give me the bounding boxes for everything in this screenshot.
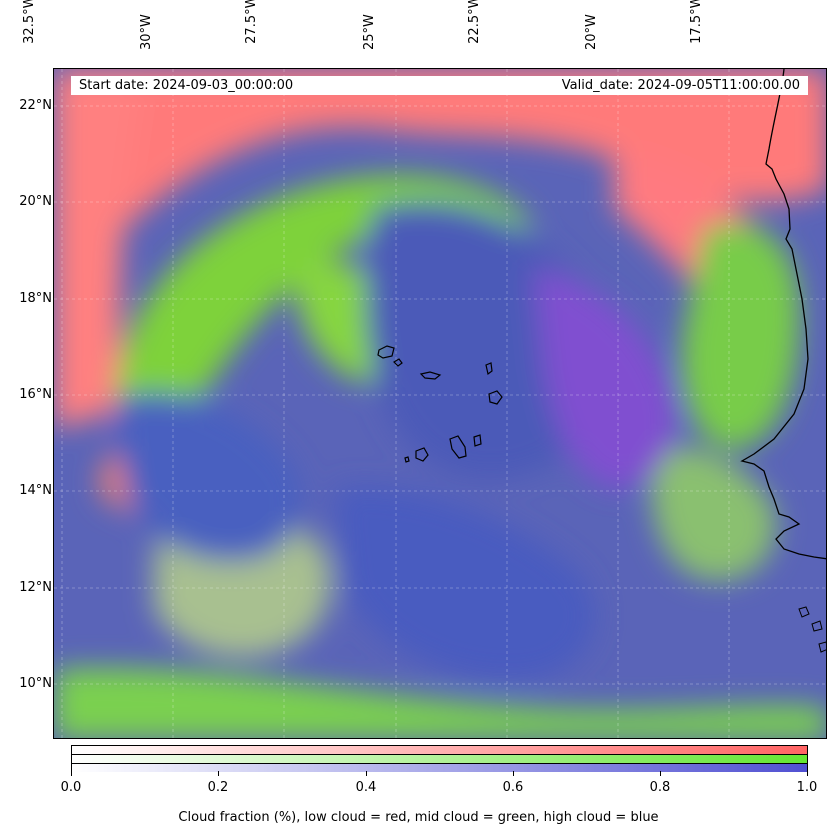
- colorbar-tick: [807, 771, 808, 776]
- colorbar-tick-label: 0.0: [60, 780, 82, 795]
- lon-label: 17.5°W: [688, 0, 704, 44]
- colorbar-tick: [218, 771, 219, 776]
- lat-label: 16°N: [19, 387, 52, 402]
- colorbar: [71, 745, 808, 772]
- cape-verde-islands: [377, 345, 503, 463]
- lat-label: 18°N: [19, 291, 52, 306]
- colorbar-high-cloud: [72, 764, 807, 772]
- low-cloud-region-north: [54, 69, 826, 299]
- low-cloud-region-west: [54, 69, 144, 429]
- mid-cloud-southeast: [651, 447, 776, 581]
- colorbar-caption: Cloud fraction (%), low cloud = red, mid…: [178, 810, 659, 825]
- high-cloud-southwest: [114, 392, 302, 561]
- lon-label: 20°W: [584, 14, 600, 51]
- colorbar-tick: [71, 771, 72, 776]
- colorbar-tick-label: 0.6: [502, 780, 524, 795]
- island-sao-nicolau: [419, 371, 442, 380]
- african-coastline: [740, 69, 826, 560]
- lat-label: 14°N: [19, 483, 52, 498]
- high-cloud-core: [366, 202, 610, 480]
- map-canvas: [54, 69, 826, 738]
- gridlines: [54, 69, 826, 738]
- colorbar-tick-label: 0.8: [649, 780, 671, 795]
- colorbar-tick-label: 1.0: [796, 780, 818, 795]
- lat-label: 10°N: [19, 676, 52, 691]
- island-brava: [404, 456, 410, 463]
- colorbar-low-cloud: [72, 746, 807, 755]
- mid-cloud-band-arc: [114, 175, 534, 410]
- colorbar-mid-cloud: [72, 755, 807, 764]
- lon-label: 22.5°W: [466, 0, 482, 44]
- colorbar-tick: [366, 771, 367, 776]
- island-fogo: [415, 447, 429, 462]
- mid-cloud-east: [681, 222, 800, 449]
- lat-label: 20°N: [19, 194, 52, 209]
- valid-date-label: Valid_date: 2024-09-05T11:00:00.00: [561, 78, 800, 93]
- colorbar-tick-label: 0.2: [207, 780, 229, 795]
- colorbar-tick: [513, 771, 514, 776]
- colorbar-tick: [660, 771, 661, 776]
- island-santo-antao: [377, 345, 395, 359]
- high-cloud-south: [334, 487, 595, 681]
- lon-label: 27.5°W: [243, 0, 259, 44]
- high-cloud-purple: [534, 269, 676, 489]
- island-maio: [473, 434, 482, 447]
- island-sal: [485, 362, 493, 376]
- start-date-label: Start date: 2024-09-03_00:00:00: [79, 78, 294, 93]
- colorbar-tick-label: 0.4: [355, 780, 377, 795]
- lat-label: 22°N: [19, 98, 52, 113]
- lon-label: 25°W: [362, 14, 378, 51]
- island-santiago: [449, 435, 467, 459]
- mid-cloud-south: [54, 667, 826, 738]
- cloud-fraction-map[interactable]: [53, 68, 827, 739]
- date-info-bar: Start date: 2024-09-03_00:00:00 Valid_da…: [71, 76, 808, 95]
- lat-label: 12°N: [19, 580, 52, 595]
- island-sao-vicente: [393, 358, 403, 367]
- lon-label: 32.5°W: [21, 0, 37, 44]
- lon-label: 30°W: [139, 14, 155, 51]
- island-boa-vista: [488, 390, 503, 405]
- coast-islands-bijagos: [798, 606, 826, 653]
